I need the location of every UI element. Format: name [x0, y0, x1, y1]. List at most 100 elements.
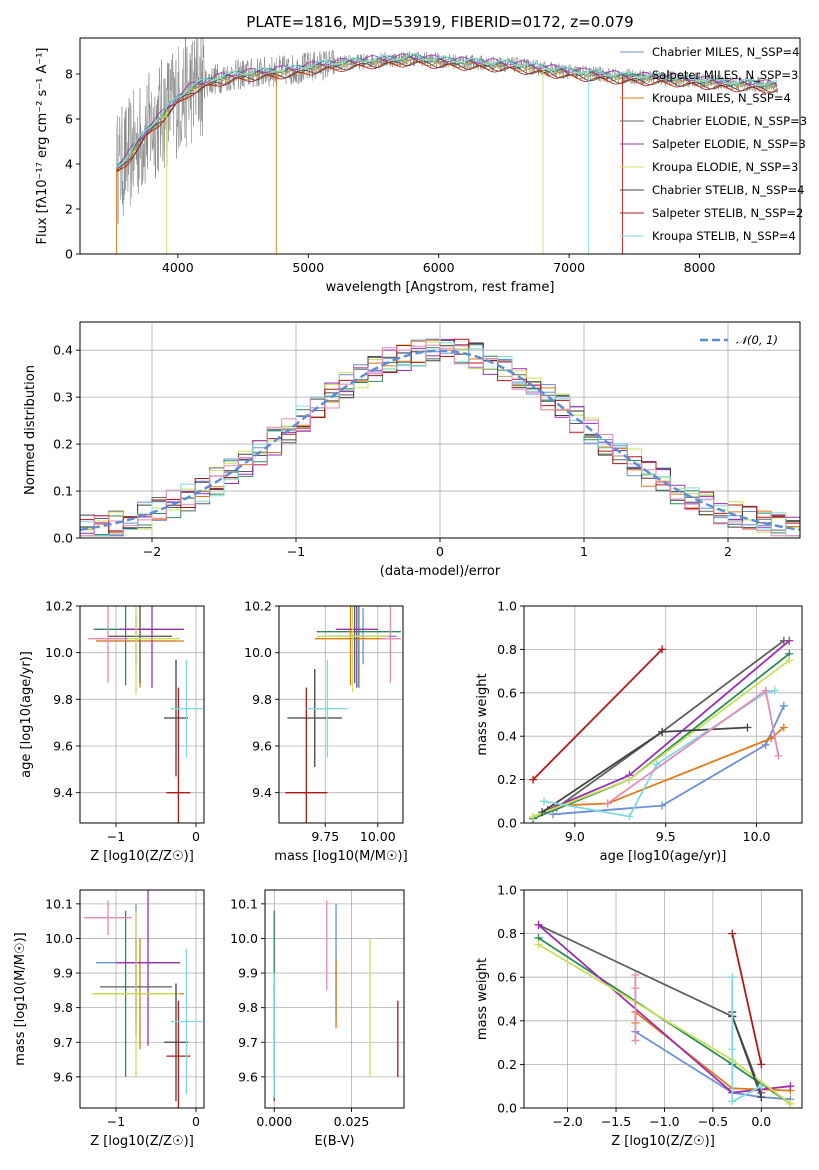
spectrum-plot-area: [116, 38, 779, 254]
weight-point-marker: [631, 1036, 640, 1045]
y-tick-label: 9.8: [252, 692, 272, 707]
weight-point-marker: [767, 734, 776, 743]
y-tick-label: 10.1: [45, 896, 73, 911]
residuals-plot-area: [80, 338, 800, 538]
weight-point-marker: [761, 740, 770, 749]
weight-point-marker: [728, 929, 737, 938]
x-tick-label: 1: [580, 544, 588, 559]
x-tick-label: 0.025: [334, 1114, 370, 1129]
weight-point-marker: [534, 940, 543, 949]
legend-label: Kroupa STELIB, N_SSP=4: [652, 229, 796, 243]
y-tick-label: 0.8: [497, 642, 517, 657]
panels-group: 4000 5000 6000 7000 8000 0 2 4 6 8 wavelength [Ang…: [13, 37, 807, 1149]
spectrum-panel: 4000 5000 6000 7000 8000 0 2 4 6 8 wavelength [Ang…: [35, 37, 807, 295]
x-tick-label: 9.0: [565, 829, 585, 844]
weight-point-marker: [757, 1093, 766, 1102]
x-tick-label: 0.0: [751, 1114, 771, 1129]
legend-label: 𝒩(0, 1): [736, 333, 778, 347]
age_vs_Z-frame: [79, 605, 205, 824]
y-axis-label: Normed distribution: [23, 365, 38, 495]
x-axis-label: wavelength [Angstrom, rest frame]: [326, 280, 555, 295]
y-tick-label: 10.1: [230, 896, 258, 911]
y-tick-label: 9.9: [238, 966, 258, 981]
weight-point-marker: [625, 775, 634, 784]
spectrum-model-line: [116, 61, 778, 172]
y-tick-label: 10.2: [244, 599, 272, 614]
y-tick-label: 2: [65, 202, 73, 217]
weight-series-line: [731, 1012, 763, 1098]
weight-point-marker: [786, 1082, 795, 1091]
y-tick-label: 0.8: [497, 926, 517, 941]
weight_vs_Z-frame: [523, 889, 803, 1109]
x-tick-label: 9.5: [656, 829, 676, 844]
y-tick-label: 10.0: [45, 931, 73, 946]
x-tick-label: 4000: [162, 260, 194, 275]
x-tick-label: 2: [724, 544, 732, 559]
weight-series-line: [532, 648, 663, 781]
y-tick-label: 9.7: [238, 1035, 258, 1050]
x-tick-label: −1.0: [649, 1114, 679, 1129]
mass_vs_EBV-frame: [264, 889, 405, 1109]
y-tick-label: 0.2: [497, 1057, 517, 1072]
x-tick-label: 7000: [553, 260, 585, 275]
weight-point-marker: [728, 973, 737, 982]
y-tick-label: 4: [65, 157, 73, 172]
weight-point-marker: [770, 686, 779, 695]
x-tick-label: 5000: [292, 260, 324, 275]
y-tick-label: 8: [65, 67, 73, 82]
y-tick-label: 0.4: [53, 343, 73, 358]
x-tick-label: 0: [436, 544, 444, 559]
x-tick-label: 10.00: [360, 829, 396, 844]
y-tick-label: 9.4: [53, 785, 73, 800]
y-tick-label: 0.6: [497, 970, 517, 985]
weight-point-marker: [625, 812, 634, 821]
legend-label: Chabrier MILES, N_SSP=4: [652, 45, 799, 59]
age_vs_mass-frame: [278, 605, 404, 824]
weight-series-line: [731, 977, 762, 1103]
weight-point-marker: [774, 751, 783, 760]
y-tick-label: 0.3: [53, 390, 73, 405]
x-tick-label: 0: [192, 1114, 200, 1129]
y-tick-label: 1.0: [497, 599, 517, 614]
weight-point-marker: [779, 723, 788, 732]
weight-point-marker: [761, 686, 770, 695]
y-tick-label: 0.1: [53, 484, 73, 499]
y-tick-label: 6: [65, 112, 73, 127]
legend-label: Chabrier STELIB, N_SSP=4: [652, 183, 804, 197]
x-tick-label: −1: [287, 544, 305, 559]
x-tick-label: −0.5: [698, 1114, 728, 1129]
weight-point-marker: [728, 1045, 737, 1054]
y-tick-label: 0.2: [497, 772, 517, 787]
y-tick-label: 9.4: [252, 785, 272, 800]
weight_vs_age-panel: 9.0 9.5 10.0 0.0 0.2 0.4 0.6 0.8 1.0 age [log10(a…: [475, 599, 803, 864]
y-tick-label: 0.0: [53, 531, 73, 546]
age_vs_Z-panel: −1 0 9.4 9.6 9.8 10.0 10.2 Z [log10(Z/Z☉)] age […: [19, 599, 205, 864]
weight-point-marker: [658, 801, 667, 810]
y-tick-label: 9.6: [252, 739, 272, 754]
weight-point-marker: [538, 808, 547, 817]
mass_vs_Z-frame: [79, 889, 205, 1109]
y-axis-label: mass [log10(M/M☉)]: [13, 932, 28, 1065]
mass_vs_EBV-plot-area: [273, 900, 399, 1102]
x-tick-label: 6000: [423, 260, 455, 275]
spectrum-model-line: [116, 55, 778, 167]
weight-point-marker: [631, 971, 640, 980]
y-tick-label: 9.6: [53, 1069, 73, 1084]
y-axis-label: mass weight: [475, 958, 490, 1040]
weight-point-marker: [757, 1060, 766, 1069]
x-axis-label: Z [log10(Z/Z☉)]: [611, 1134, 715, 1149]
y-tick-label: 10.0: [45, 645, 73, 660]
y-tick-label: 9.6: [238, 1069, 258, 1084]
legend-label: Kroupa MILES, N_SSP=4: [652, 91, 791, 105]
y-tick-label: 10.0: [230, 931, 258, 946]
y-tick-label: 10.2: [45, 599, 73, 614]
age_vs_mass-plot-area: [285, 606, 401, 823]
y-tick-label: 0.2: [53, 437, 73, 452]
weight-point-marker: [603, 799, 612, 808]
weight-point-marker: [786, 1099, 795, 1108]
weight-series-line: [556, 639, 785, 809]
weight-series-line: [731, 933, 763, 1065]
legend-label: Salpeter STELIB, N_SSP=2: [652, 206, 803, 220]
y-axis-label: Flux [fλ10⁻¹⁷ erg cm⁻² s⁻¹ A⁻¹]: [35, 48, 50, 245]
